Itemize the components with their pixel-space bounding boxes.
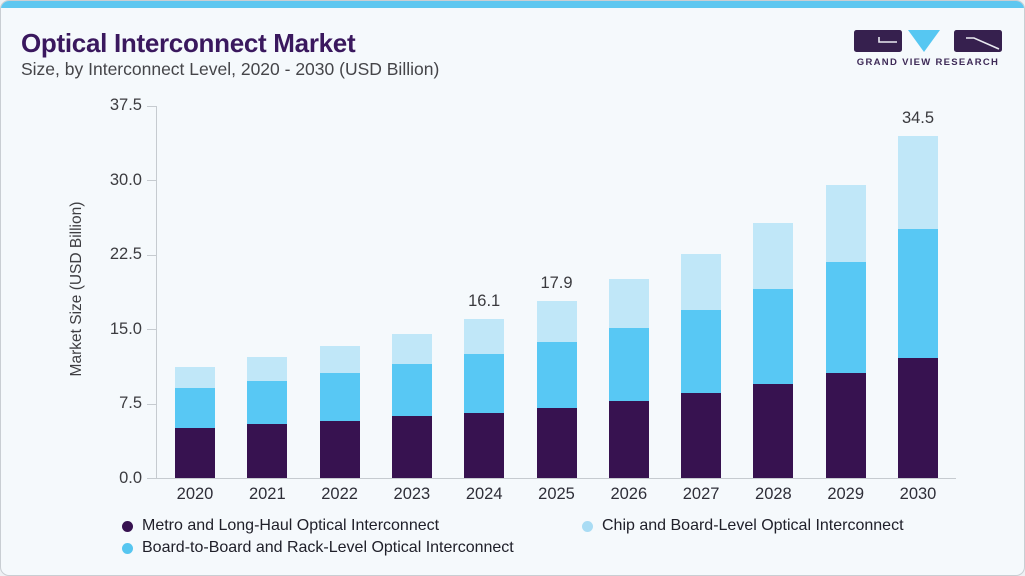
bar-segment xyxy=(175,367,215,389)
bar-segment xyxy=(391,333,432,365)
bar-segment xyxy=(391,364,432,416)
x-axis-label: 2025 xyxy=(538,485,575,503)
bar-segment xyxy=(753,384,794,479)
bar-segment xyxy=(825,373,866,479)
bar-segment xyxy=(464,354,505,413)
bar-segment xyxy=(753,223,794,289)
grand-view-research-logo-icon xyxy=(854,30,1002,52)
bar-segment xyxy=(681,254,722,310)
y-tick-label: 30.0 xyxy=(109,170,142,189)
legend-item: Board-to-Board and Rack-Level Optical In… xyxy=(122,539,514,557)
x-axis-label: 2027 xyxy=(682,485,720,503)
bar-segment xyxy=(536,342,577,408)
x-axis-label: 2030 xyxy=(899,485,937,503)
page-subtitle: Size, by Interconnect Level, 2020 - 2030… xyxy=(21,59,440,79)
y-tick-label: 37.5 xyxy=(109,96,142,115)
bar-segment xyxy=(681,393,722,479)
x-axis-label: 2024 xyxy=(465,485,503,503)
y-tick-mark xyxy=(147,254,156,256)
y-tick-label: 7.5 xyxy=(119,394,142,413)
x-axis-label: 2020 xyxy=(176,485,214,503)
y-axis-line xyxy=(156,106,157,479)
page-title: Optical Interconnect Market xyxy=(21,28,356,58)
x-axis-label: 2026 xyxy=(610,485,648,503)
bar-segment xyxy=(175,427,215,479)
y-tick-mark xyxy=(147,478,156,479)
bar-segment xyxy=(536,407,577,479)
brand-name: GRAND VIEW RESEARCH xyxy=(856,57,1000,68)
bar-total-label: 34.5 xyxy=(901,108,935,127)
y-tick-mark xyxy=(147,180,156,182)
y-tick-label: 0.0 xyxy=(119,468,142,487)
y-tick-label: 22.5 xyxy=(109,245,142,264)
legend-marker-circle xyxy=(122,542,133,554)
bar-segment xyxy=(898,229,938,359)
bar-segment xyxy=(608,327,649,402)
x-axis-label: 2028 xyxy=(755,485,792,503)
bar-segment xyxy=(608,401,649,479)
legend-item: Metro and Long-Haul Optical Interconnect xyxy=(122,517,439,535)
y-tick-label: 15.0 xyxy=(109,319,142,338)
x-axis-label: 2029 xyxy=(827,485,865,503)
bar-segment xyxy=(825,262,866,374)
bar-segment xyxy=(536,300,577,343)
y-tick-mark xyxy=(147,105,156,107)
legend-marker-circle xyxy=(582,520,593,532)
bar-segment xyxy=(608,278,649,328)
bar-segment xyxy=(898,135,938,230)
legend-label: Metro and Long-Haul Optical Interconnect xyxy=(142,517,440,534)
y-tick-mark xyxy=(147,403,156,405)
bar-segment xyxy=(247,423,288,479)
legend-item: Chip and Board-Level Optical Interconnec… xyxy=(582,517,904,535)
bar-segment xyxy=(247,381,288,424)
bar-segment xyxy=(175,388,215,428)
bar-total-label: 17.9 xyxy=(540,273,573,292)
legend-label: Board-to-Board and Rack-Level Optical In… xyxy=(142,539,514,556)
bar-segment xyxy=(319,420,360,479)
x-axis-label: 2021 xyxy=(248,485,286,503)
y-tick-mark xyxy=(147,329,156,331)
bar-segment xyxy=(898,358,938,479)
x-axis-label: 2022 xyxy=(321,485,358,503)
bar-segment xyxy=(825,184,866,263)
bar-segment xyxy=(247,357,288,382)
bar-total-label: 16.1 xyxy=(468,291,501,310)
accent-stripe xyxy=(1,1,1024,8)
bar-segment xyxy=(464,412,505,479)
bar-segment xyxy=(753,288,794,385)
legend-marker-circle xyxy=(122,520,133,532)
bar-segment xyxy=(391,415,432,479)
bar-segment xyxy=(681,309,722,394)
bar-segment xyxy=(319,346,360,374)
y-axis-title: Market Size (USD Billion) xyxy=(68,201,85,377)
bar-segment xyxy=(319,373,360,421)
bar-segment xyxy=(464,318,505,355)
x-axis-line xyxy=(156,478,956,479)
legend-label: Chip and Board-Level Optical Interconnec… xyxy=(602,517,904,534)
x-axis-label: 2023 xyxy=(393,485,431,503)
